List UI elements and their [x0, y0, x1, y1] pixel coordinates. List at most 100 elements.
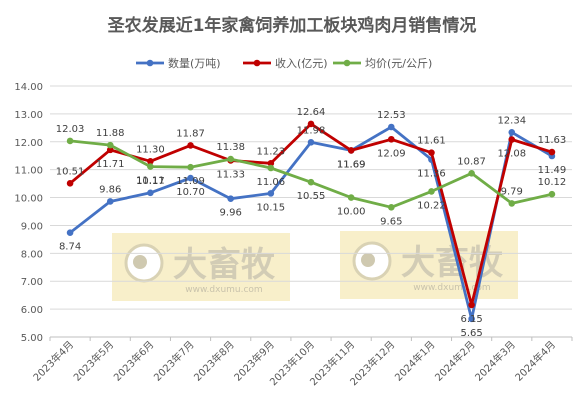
x-tick-label: 2023年9月 [231, 338, 277, 384]
data-label: 10.12 [538, 177, 567, 188]
watermark-brand: 大畜牧 [401, 243, 504, 283]
data-label: 12.08 [497, 149, 526, 160]
watermark-brand: 大畜牧 [173, 245, 276, 285]
data-point [428, 149, 435, 156]
data-point [147, 189, 154, 197]
data-point [307, 139, 315, 146]
data-label: 6.15 [460, 314, 482, 325]
data-label: 12.34 [497, 115, 526, 126]
data-label: 11.87 [176, 128, 205, 139]
y-tick-label: 8.00 [21, 249, 43, 260]
data-point [227, 155, 234, 163]
data-label: 11.98 [297, 125, 326, 136]
data-point [347, 147, 355, 154]
data-point [187, 174, 194, 182]
legend-marker [146, 59, 154, 67]
data-label: 11.69 [337, 159, 366, 170]
data-point [187, 163, 194, 171]
x-tick-label: 2023年6月 [111, 338, 157, 384]
series-group [66, 120, 556, 323]
y-tick-label: 10.00 [14, 194, 43, 205]
data-point [388, 204, 395, 211]
data-label: 10.55 [297, 191, 326, 202]
data-label: 11.30 [136, 144, 165, 155]
data-label: 12.53 [377, 110, 406, 121]
legend-marker [253, 59, 261, 67]
y-tick-label: 5.00 [21, 333, 43, 344]
x-tick-label: 2023年4月 [30, 338, 76, 384]
data-point [388, 135, 395, 143]
data-label: 11.63 [538, 135, 567, 146]
data-point [468, 169, 475, 177]
x-tick-label: 2023年5月 [71, 338, 117, 384]
data-point [267, 164, 275, 172]
y-axis: 5.00 6.00 7.00 8.00 9.00 10.00 11.00 12.00 13.00… [14, 82, 43, 344]
data-point [468, 301, 475, 309]
data-point [66, 229, 74, 236]
data-point [267, 159, 275, 167]
legend-item[interactable]: 收入(亿元) [243, 56, 328, 70]
data-point [428, 188, 435, 195]
data-label: 11.61 [417, 136, 446, 147]
x-tick-label: 2024年4月 [512, 338, 558, 384]
x-tick-label: 2024年3月 [472, 338, 518, 384]
legend-item[interactable]: 均价(元/公斤) [333, 57, 432, 70]
data-point [307, 178, 315, 186]
x-tick-label: 2024年1月 [392, 338, 438, 384]
series [66, 120, 556, 309]
data-point [508, 136, 516, 143]
data-point [187, 142, 194, 149]
chart-title: 圣农发展近1年家禽饲养加工板块鸡肉月销售情况 [108, 15, 477, 36]
data-label: 10.87 [457, 156, 486, 167]
data-point [267, 190, 275, 197]
data-point [508, 128, 516, 136]
data-label: 11.11 [136, 176, 165, 187]
data-point [388, 123, 395, 131]
data-point [347, 194, 355, 201]
data-label: 10.15 [257, 202, 286, 213]
data-point [548, 190, 556, 198]
data-label: 10.51 [56, 166, 85, 177]
data-point [307, 120, 315, 128]
data-label: 11.88 [96, 128, 125, 139]
data-label: 9.86 [99, 184, 121, 195]
legend-item[interactable]: 数量(万吨) [136, 57, 221, 70]
data-label: 11.49 [538, 165, 567, 176]
x-axis: 2023年4月2023年5月2023年6月2023年7月2023年8月2023年… [30, 337, 573, 388]
data-point [106, 198, 114, 205]
y-tick-label: 14.00 [14, 82, 43, 93]
data-labels: 8.74 9.86 10.17 10.70 9.96 10.15 11.98 11.69 12.… [56, 107, 566, 339]
data-point [147, 158, 154, 165]
legend[interactable]: 数量(万吨) 收入(亿元) 均价(元/公斤) [136, 56, 432, 70]
data-label: 11.06 [257, 177, 286, 188]
data-label: 11.23 [257, 146, 286, 157]
x-tick-label: 2023年7月 [151, 338, 197, 384]
data-label: 11.33 [216, 169, 245, 180]
data-point [147, 163, 154, 170]
data-label: 10.70 [176, 187, 205, 198]
y-tick-label: 6.00 [21, 305, 43, 316]
data-point [227, 195, 234, 202]
legend-label: 均价(元/公斤) [365, 57, 432, 70]
legend-label: 收入(亿元) [275, 56, 328, 70]
data-point [468, 315, 475, 323]
series [66, 137, 556, 211]
data-label: 8.74 [59, 242, 81, 253]
legend-marker [343, 59, 351, 67]
data-label: 10.22 [417, 200, 446, 211]
x-tick-label: 2024年2月 [432, 338, 478, 384]
data-label: 11.36 [417, 169, 446, 180]
data-label: 12.09 [377, 148, 406, 159]
y-tick-label: 13.00 [14, 110, 43, 121]
data-point [66, 137, 74, 145]
y-tick-label: 7.00 [21, 277, 43, 288]
data-label: 5.65 [460, 328, 482, 339]
data-label: 9.79 [501, 186, 523, 197]
data-point [548, 148, 556, 156]
data-label: 10.00 [337, 207, 366, 218]
y-tick-label: 9.00 [21, 221, 43, 232]
